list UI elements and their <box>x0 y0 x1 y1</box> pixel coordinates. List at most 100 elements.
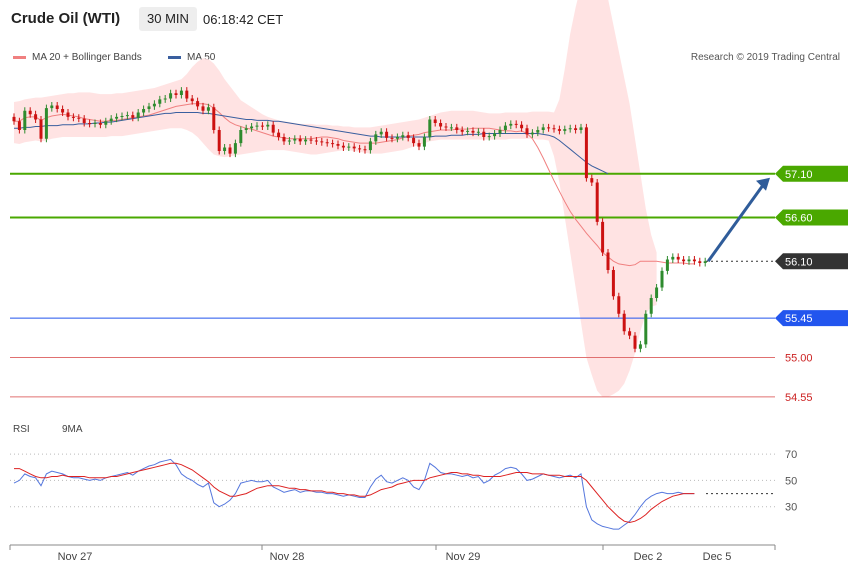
candle-body <box>287 140 291 142</box>
forecast-arrow-shaft <box>706 182 766 263</box>
candle-body <box>579 127 583 130</box>
candle-body <box>358 148 362 150</box>
legend-9ma-label: 9MA <box>62 424 83 435</box>
candle-body <box>12 116 16 122</box>
candle-body <box>309 139 313 141</box>
candle-body <box>293 138 297 141</box>
candle-body <box>525 128 529 135</box>
candle-body <box>574 128 578 130</box>
candle-body <box>374 134 378 142</box>
legend-9ma: 9MA <box>62 424 83 435</box>
level-label: 55.45 <box>785 313 813 325</box>
candle-body <box>98 123 102 125</box>
candle-body <box>336 144 340 146</box>
instrument-title: Crude Oil (WTI) <box>11 10 121 27</box>
rsi-panel: 30 50 70 <box>10 449 797 530</box>
candle-body <box>28 110 32 115</box>
legend-ma50: MA 50 <box>168 52 215 63</box>
candle-body <box>406 135 410 138</box>
candle-body <box>93 123 97 124</box>
candle-body <box>541 127 545 130</box>
candle-body <box>698 261 702 263</box>
candle-body <box>395 137 399 139</box>
candle-body <box>50 105 54 109</box>
candle-body <box>584 127 588 179</box>
candle-body <box>390 137 394 139</box>
forecast-arrow-head <box>756 177 770 191</box>
candle-body <box>352 146 356 149</box>
candle-body <box>476 131 480 133</box>
ma50-swatch <box>168 55 181 59</box>
candle-body <box>568 128 572 130</box>
candle-body <box>212 107 216 130</box>
rsi-line <box>13 458 695 530</box>
candle-body <box>44 108 48 139</box>
candle-body <box>412 137 416 144</box>
candle-body <box>34 114 38 120</box>
candle-body <box>422 137 426 147</box>
candle-body <box>77 117 81 119</box>
ma20-swatch <box>13 55 26 59</box>
candle-body <box>88 123 92 124</box>
candle-body <box>331 143 335 145</box>
ma50-line <box>14 112 609 175</box>
candle-body <box>676 256 680 260</box>
candle-body <box>455 127 459 130</box>
candle-body <box>174 93 178 95</box>
candle-body <box>163 98 167 100</box>
candle-body <box>590 178 594 183</box>
candle-body <box>671 256 675 260</box>
rsi-ma9-line <box>14 462 695 524</box>
candle-body <box>498 130 502 134</box>
level-label: 54.55 <box>785 392 813 404</box>
candle-body <box>217 130 221 151</box>
candle-body <box>514 123 518 125</box>
candle-body <box>460 130 464 132</box>
candle-body <box>633 335 637 349</box>
candle-body <box>703 261 707 263</box>
candle-body <box>250 126 254 129</box>
candle-body <box>466 130 470 132</box>
legend-rsi-label: RSI <box>13 424 30 435</box>
level-label-box <box>775 310 848 327</box>
x-tick-label: Dec 2 <box>634 551 663 563</box>
candle-body <box>169 93 173 99</box>
level-label: 56.10 <box>785 256 813 268</box>
candle-body <box>66 112 70 117</box>
x-tick-label: Nov 29 <box>446 551 481 563</box>
candle-body <box>223 147 227 151</box>
level-label: 57.10 <box>785 169 813 181</box>
candle-body <box>82 118 86 123</box>
candle-body <box>142 109 146 113</box>
candle-body <box>260 125 264 127</box>
candle-body <box>444 126 448 128</box>
candle-body <box>471 130 475 133</box>
bollinger-bands <box>14 0 657 397</box>
level-lines <box>10 172 775 398</box>
legend-ma20: MA 20 + Bollinger Bands <box>13 52 142 63</box>
rsi-tick-label: 30 <box>785 502 797 514</box>
candle-body <box>304 139 308 142</box>
candle-body <box>509 123 513 126</box>
candle-body <box>687 259 691 262</box>
candle-body <box>401 135 405 137</box>
candle-body <box>385 131 389 138</box>
bollinger-band-area <box>14 0 657 397</box>
candle-body <box>487 136 491 138</box>
candle-body <box>601 221 605 253</box>
timestamp: 06:18:42 CET <box>203 12 284 27</box>
candle-body <box>131 115 135 118</box>
candle-body <box>379 131 383 135</box>
candles <box>12 87 707 353</box>
candle-body <box>120 116 124 117</box>
candle-body <box>228 147 232 154</box>
candle-body <box>71 116 75 118</box>
candle-body <box>649 298 653 314</box>
rsi-tick-label: 50 <box>785 475 797 487</box>
candle-body <box>363 149 367 151</box>
candle-body <box>266 124 270 127</box>
candle-body <box>341 145 345 148</box>
interval-selector[interactable]: 30 MIN <box>139 7 197 31</box>
candle-body <box>628 331 632 336</box>
candle-body <box>325 142 329 144</box>
